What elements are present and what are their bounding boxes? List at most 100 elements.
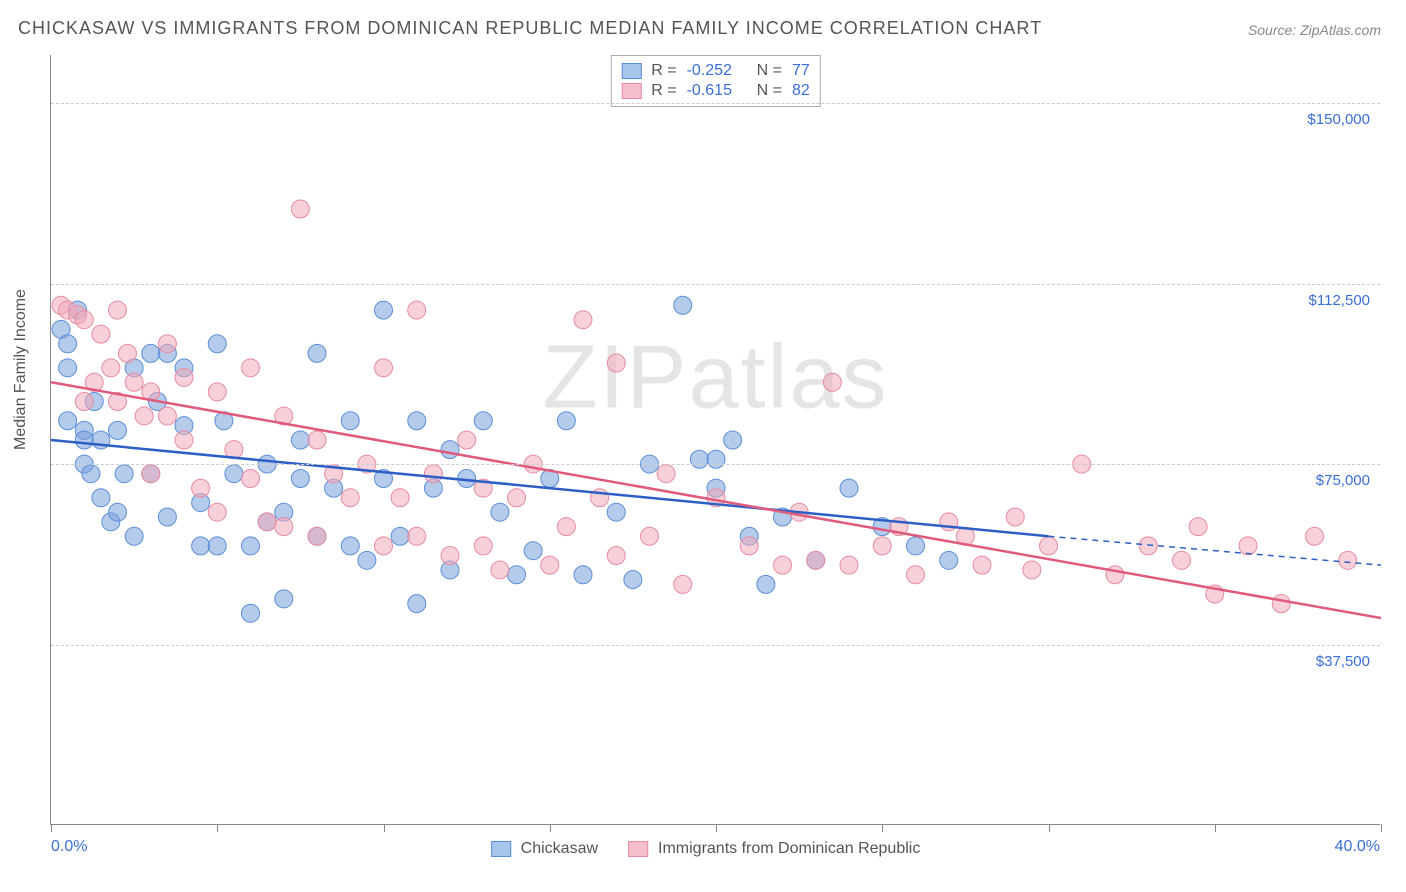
data-point [275, 590, 293, 608]
data-point [142, 344, 160, 362]
data-point [242, 470, 260, 488]
data-point [1339, 551, 1357, 569]
legend-r-label: R = [651, 62, 676, 80]
data-point [757, 575, 775, 593]
gridline [51, 464, 1380, 465]
data-point [125, 373, 143, 391]
data-point [192, 479, 210, 497]
legend-n-label: N = [757, 62, 782, 80]
data-point [408, 301, 426, 319]
data-point [208, 503, 226, 521]
data-point [59, 412, 77, 430]
data-point [208, 335, 226, 353]
data-point [75, 393, 93, 411]
data-point [840, 556, 858, 574]
data-point [1040, 537, 1058, 555]
legend-correlation-row: R = -0.615 N = 82 [621, 82, 809, 100]
data-point [258, 513, 276, 531]
data-point [491, 561, 509, 579]
data-point [341, 537, 359, 555]
data-point [524, 542, 542, 560]
data-point [135, 407, 153, 425]
data-point [92, 325, 110, 343]
legend-correlation-row: R =-0.252N =77 [621, 62, 809, 80]
data-point [1106, 566, 1124, 584]
data-point [624, 571, 642, 589]
data-point [242, 359, 260, 377]
data-point [657, 465, 675, 483]
data-point [75, 311, 93, 329]
y-tick-label: $37,500 [1316, 653, 1370, 670]
data-point [1023, 561, 1041, 579]
trend-line [51, 382, 1381, 618]
y-tick-label: $150,000 [1307, 111, 1370, 128]
data-point [907, 566, 925, 584]
data-point [607, 547, 625, 565]
data-point [474, 537, 492, 555]
data-point [441, 547, 459, 565]
data-point [740, 537, 758, 555]
data-point [408, 527, 426, 545]
gridline [51, 645, 1380, 646]
data-point [690, 450, 708, 468]
data-point [375, 537, 393, 555]
data-point [1239, 537, 1257, 555]
data-point [508, 489, 526, 507]
data-point [109, 421, 127, 439]
legend-correlation: R =-0.252N =77R =-0.615N =82 [610, 55, 820, 107]
x-tick-mark [716, 824, 717, 832]
data-point [175, 431, 193, 449]
data-point [840, 479, 858, 497]
data-point [541, 556, 559, 574]
x-tick-mark [550, 824, 551, 832]
data-point [142, 465, 160, 483]
legend-series-label: Chickasaw [521, 840, 598, 858]
data-point [375, 359, 393, 377]
gridline [51, 103, 1380, 104]
data-point [1006, 508, 1024, 526]
legend-n-label: N = [757, 82, 782, 100]
chart-title: CHICKASAW VS IMMIGRANTS FROM DOMINICAN R… [18, 18, 1042, 39]
y-tick-label: $75,000 [1316, 472, 1370, 489]
data-point [175, 368, 193, 386]
x-tick-mark [1049, 824, 1050, 832]
data-point [1189, 518, 1207, 536]
data-point [873, 537, 891, 555]
data-point [82, 465, 100, 483]
x-axis-max-label: 40.0% [1335, 838, 1380, 856]
data-point [607, 503, 625, 521]
data-point [807, 551, 825, 569]
data-point [192, 537, 210, 555]
legend-r-value: -0.615 [687, 82, 747, 100]
data-point [75, 431, 93, 449]
data-point [474, 412, 492, 430]
data-point [391, 527, 409, 545]
x-tick-mark [1215, 824, 1216, 832]
data-point [441, 441, 459, 459]
data-point [973, 556, 991, 574]
data-point [707, 450, 725, 468]
data-point [408, 412, 426, 430]
y-tick-label: $112,500 [1309, 292, 1370, 309]
data-point [275, 518, 293, 536]
data-point [291, 470, 309, 488]
data-point [109, 503, 127, 521]
data-point [109, 301, 127, 319]
data-point [59, 359, 77, 377]
data-point [59, 335, 77, 353]
legend-swatch [621, 83, 641, 99]
legend-swatch [628, 841, 648, 857]
legend-n-value: 77 [792, 62, 810, 80]
x-axis-min-label: 0.0% [51, 838, 87, 856]
legend-n-value: 82 [792, 82, 810, 100]
data-point [774, 556, 792, 574]
x-tick-mark [1381, 824, 1382, 832]
data-point [574, 566, 592, 584]
data-point [92, 489, 110, 507]
data-point [375, 301, 393, 319]
data-point [574, 311, 592, 329]
data-point [458, 431, 476, 449]
legend-r-label: R = [651, 82, 676, 100]
data-point [115, 465, 133, 483]
data-point [158, 335, 176, 353]
